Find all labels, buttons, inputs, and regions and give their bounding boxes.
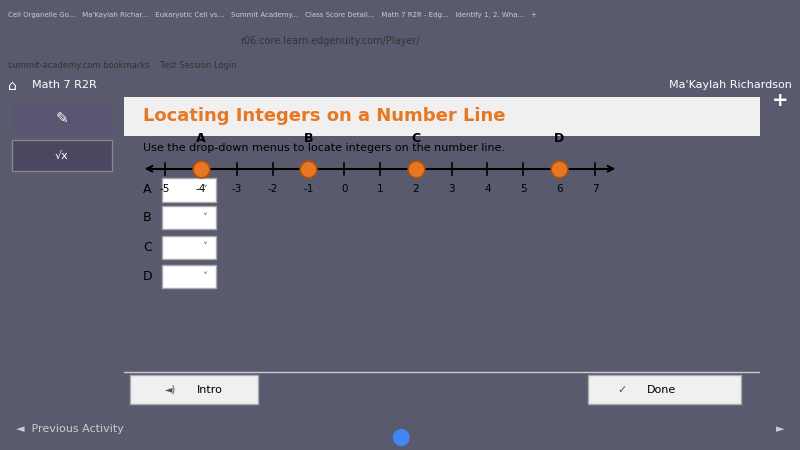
Text: ✓: ✓ [617,385,626,395]
Text: -2: -2 [267,184,278,194]
Text: ˅: ˅ [202,213,206,223]
FancyBboxPatch shape [588,375,741,404]
Text: ˅: ˅ [202,185,206,195]
FancyBboxPatch shape [13,103,112,134]
Text: ►: ► [775,423,784,434]
Text: ˅: ˅ [202,272,206,282]
Text: 6: 6 [556,184,562,194]
Text: B: B [304,132,313,145]
Text: Done: Done [646,385,676,395]
FancyBboxPatch shape [13,140,112,171]
Text: +: + [772,90,788,110]
Text: -3: -3 [231,184,242,194]
Text: 7: 7 [592,184,598,194]
Text: r06.core.learn.edgenuity.com/Player/: r06.core.learn.edgenuity.com/Player/ [240,36,420,46]
FancyBboxPatch shape [162,178,216,202]
Text: A: A [196,132,206,145]
Text: 4: 4 [484,184,490,194]
FancyBboxPatch shape [124,97,760,135]
FancyBboxPatch shape [130,375,258,404]
Text: summit-academy.com bookmarks    Test Session Login: summit-academy.com bookmarks Test Sessio… [8,61,237,70]
Text: Math 7 R2R: Math 7 R2R [32,81,97,90]
Text: -1: -1 [303,184,314,194]
FancyBboxPatch shape [162,236,216,259]
Text: ◄): ◄) [166,385,177,395]
Text: ◄  Previous Activity: ◄ Previous Activity [16,423,124,434]
Text: 2: 2 [413,184,419,194]
Text: 3: 3 [448,184,455,194]
FancyBboxPatch shape [162,265,216,288]
FancyBboxPatch shape [162,206,216,230]
Text: -5: -5 [160,184,170,194]
Text: Intro: Intro [197,385,222,395]
Text: √x: √x [55,151,69,161]
Text: D: D [143,270,153,284]
Text: ˅: ˅ [202,243,206,252]
Text: Ma'Kaylah Richardson: Ma'Kaylah Richardson [669,81,792,90]
Text: Locating Integers on a Number Line: Locating Integers on a Number Line [143,107,506,125]
Text: B: B [143,212,152,225]
Text: C: C [411,132,420,145]
Text: -4: -4 [196,184,206,194]
Text: A: A [143,184,151,196]
Text: ⬤: ⬤ [390,428,410,446]
Text: 0: 0 [341,184,347,194]
Text: ✎: ✎ [56,111,68,126]
Text: 1: 1 [377,184,383,194]
Text: Cell Organelle Go...   Ma'Kaylah Richar...   Eukaryotic Cell vs...   Summit Acad: Cell Organelle Go... Ma'Kaylah Richar...… [8,12,537,18]
Text: C: C [143,241,152,254]
Text: Use the drop-down menus to locate integers on the number line.: Use the drop-down menus to locate intege… [143,143,506,153]
Text: D: D [554,132,564,145]
Text: ⌂: ⌂ [8,78,17,93]
Text: 5: 5 [520,184,526,194]
